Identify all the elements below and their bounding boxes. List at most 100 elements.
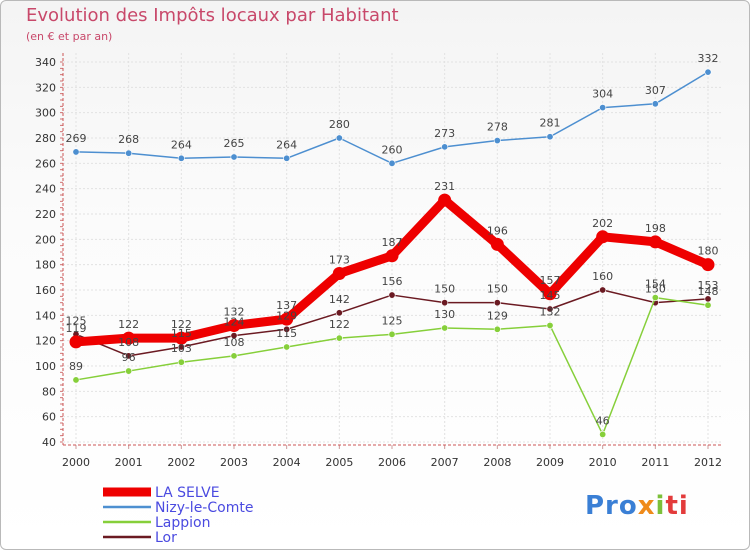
y-tick-label: 40 bbox=[42, 436, 56, 449]
data-point-nizy-le-comte bbox=[546, 133, 554, 141]
data-label-lor: 153 bbox=[698, 279, 719, 292]
legend-label-lor: Lor bbox=[155, 530, 177, 546]
logo-part-2: x bbox=[637, 491, 656, 521]
data-point-nizy-le-comte bbox=[441, 143, 449, 151]
data-label-lappion: 148 bbox=[698, 285, 719, 298]
data-label-nizy-le-comte: 332 bbox=[698, 52, 719, 65]
data-point-la-selve bbox=[490, 237, 504, 251]
data-label-nizy-le-comte: 264 bbox=[276, 138, 297, 151]
chart-title: Evolution des Impôts locaux par Habitant bbox=[26, 5, 399, 26]
data-label-nizy-le-comte: 273 bbox=[434, 127, 455, 140]
data-label-lor: 142 bbox=[329, 293, 350, 306]
data-point-lappion bbox=[335, 334, 343, 342]
y-tick-label: 80 bbox=[42, 385, 56, 398]
data-point-la-selve bbox=[385, 249, 399, 263]
y-tick-label: 260 bbox=[35, 157, 56, 170]
data-point-nizy-le-comte bbox=[599, 104, 607, 112]
data-point-nizy-le-comte bbox=[704, 68, 712, 76]
y-tick-label: 60 bbox=[42, 411, 56, 424]
data-point-lappion bbox=[388, 330, 396, 338]
chart-subtitle: (en € et par an) bbox=[26, 30, 113, 43]
data-label-la-selve: 137 bbox=[276, 299, 297, 312]
data-label-la-selve: 157 bbox=[540, 274, 561, 287]
data-point-la-selve bbox=[280, 312, 294, 326]
y-tick-label: 320 bbox=[35, 81, 56, 94]
data-label-lor: 129 bbox=[276, 309, 297, 322]
data-point-lappion bbox=[125, 367, 133, 375]
data-label-lappion: 125 bbox=[382, 314, 403, 327]
axes: 40 60 80 100 120 140 160 180 200 220 240 260 280 300 3… bbox=[35, 53, 723, 469]
data-point-lappion bbox=[704, 301, 712, 309]
data-point-nizy-le-comte bbox=[72, 148, 80, 156]
data-label-lor: 160 bbox=[592, 270, 613, 283]
data-label-lappion: 108 bbox=[224, 336, 245, 349]
data-label-la-selve: 119 bbox=[66, 322, 87, 335]
data-point-lor bbox=[335, 309, 343, 317]
data-point-nizy-le-comte bbox=[335, 134, 343, 142]
data-label-la-selve: 202 bbox=[592, 217, 613, 230]
data-point-lor bbox=[546, 305, 554, 313]
data-label-lor: 145 bbox=[540, 289, 561, 302]
data-label-nizy-le-comte: 260 bbox=[382, 143, 403, 156]
data-point-nizy-le-comte bbox=[125, 149, 133, 157]
series-lines bbox=[69, 68, 715, 438]
data-label-lappion: 89 bbox=[69, 360, 83, 373]
legend-label-nizy-le-comte: Nizy-le-Comte bbox=[155, 500, 253, 516]
data-label-lor: 124 bbox=[224, 316, 245, 329]
data-label-nizy-le-comte: 307 bbox=[645, 84, 666, 97]
data-point-lor bbox=[283, 325, 291, 333]
data-label-nizy-le-comte: 268 bbox=[118, 133, 139, 146]
data-label-lor: 150 bbox=[434, 283, 455, 296]
data-label-la-selve: 122 bbox=[171, 318, 192, 331]
data-point-la-selve bbox=[332, 267, 346, 281]
data-point-nizy-le-comte bbox=[177, 154, 185, 162]
y-tick-label: 140 bbox=[35, 309, 56, 322]
data-point-la-selve bbox=[122, 331, 136, 345]
data-label-lappion: 154 bbox=[645, 278, 666, 291]
data-label-nizy-le-comte: 281 bbox=[540, 117, 561, 130]
data-point-nizy-le-comte bbox=[283, 154, 291, 162]
data-point-lappion bbox=[441, 324, 449, 332]
legend-label-lappion: Lappion bbox=[155, 515, 210, 531]
data-point-lor bbox=[493, 299, 501, 307]
x-tick-label: 2003 bbox=[220, 456, 248, 469]
x-tick-label: 2002 bbox=[167, 456, 195, 469]
data-point-lor bbox=[441, 299, 449, 307]
data-label-la-selve: 180 bbox=[698, 245, 719, 258]
data-point-lappion bbox=[599, 430, 607, 438]
y-tick-label: 340 bbox=[35, 56, 56, 69]
data-label-lappion: 130 bbox=[434, 308, 455, 321]
data-point-nizy-le-comte bbox=[388, 159, 396, 167]
y-tick-label: 280 bbox=[35, 132, 56, 145]
data-label-lor: 150 bbox=[487, 283, 508, 296]
y-tick-label: 100 bbox=[35, 360, 56, 373]
x-tick-label: 2009 bbox=[536, 456, 564, 469]
data-label-la-selve: 173 bbox=[329, 254, 350, 267]
data-point-lor bbox=[230, 332, 238, 340]
data-label-lor: 115 bbox=[171, 327, 192, 340]
data-point-lappion bbox=[493, 325, 501, 333]
legend-label-la-selve: LA SELVE bbox=[155, 485, 220, 501]
data-label-lor: 108 bbox=[118, 336, 139, 349]
data-point-la-selve bbox=[69, 335, 83, 349]
data-point-la-selve bbox=[174, 331, 188, 345]
data-label-lor: 150 bbox=[645, 283, 666, 296]
x-tick-label: 2000 bbox=[62, 456, 90, 469]
data-point-lappion bbox=[72, 376, 80, 384]
data-label-nizy-le-comte: 278 bbox=[487, 121, 508, 134]
data-point-la-selve bbox=[438, 193, 452, 207]
data-point-nizy-le-comte bbox=[493, 137, 501, 145]
x-tick-label: 2006 bbox=[378, 456, 406, 469]
data-label-lappion: 115 bbox=[276, 327, 297, 340]
x-tick-label: 2007 bbox=[431, 456, 459, 469]
data-label-lor: 125 bbox=[66, 314, 87, 327]
data-label-nizy-le-comte: 265 bbox=[224, 137, 245, 150]
data-label-la-selve: 196 bbox=[487, 224, 508, 237]
x-tick-label: 2010 bbox=[589, 456, 617, 469]
x-tick-label: 2011 bbox=[641, 456, 669, 469]
x-tick-label: 2001 bbox=[115, 456, 143, 469]
data-label-lappion: 132 bbox=[540, 305, 561, 318]
